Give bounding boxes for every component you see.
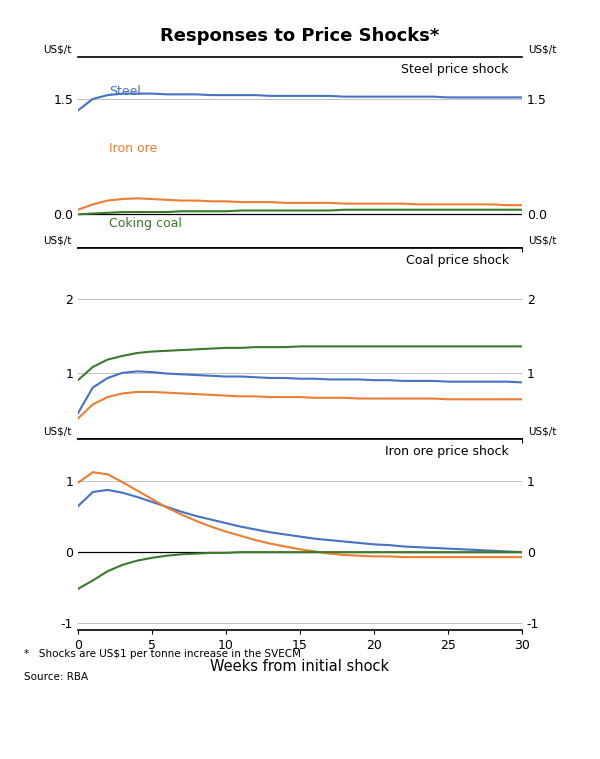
Text: US$/t: US$/t [44, 427, 72, 436]
Text: Source: RBA: Source: RBA [24, 672, 88, 682]
X-axis label: Weeks from initial shock: Weeks from initial shock [211, 659, 389, 674]
Text: Responses to Price Shocks*: Responses to Price Shocks* [160, 27, 440, 45]
Text: US$/t: US$/t [528, 427, 556, 436]
Text: US$/t: US$/t [44, 235, 72, 246]
Text: US$/t: US$/t [44, 45, 72, 55]
Text: Coal price shock: Coal price shock [406, 254, 509, 266]
Text: *   Shocks are US$1 per tonne increase in the SVECM: * Shocks are US$1 per tonne increase in … [24, 649, 301, 659]
Text: US$/t: US$/t [528, 235, 556, 246]
Text: Steel: Steel [109, 85, 141, 98]
Text: Steel price shock: Steel price shock [401, 63, 509, 76]
Text: US$/t: US$/t [528, 45, 556, 55]
Text: Coking coal: Coking coal [109, 216, 182, 230]
Text: Iron ore price shock: Iron ore price shock [385, 445, 509, 458]
Text: Iron ore: Iron ore [109, 142, 157, 155]
